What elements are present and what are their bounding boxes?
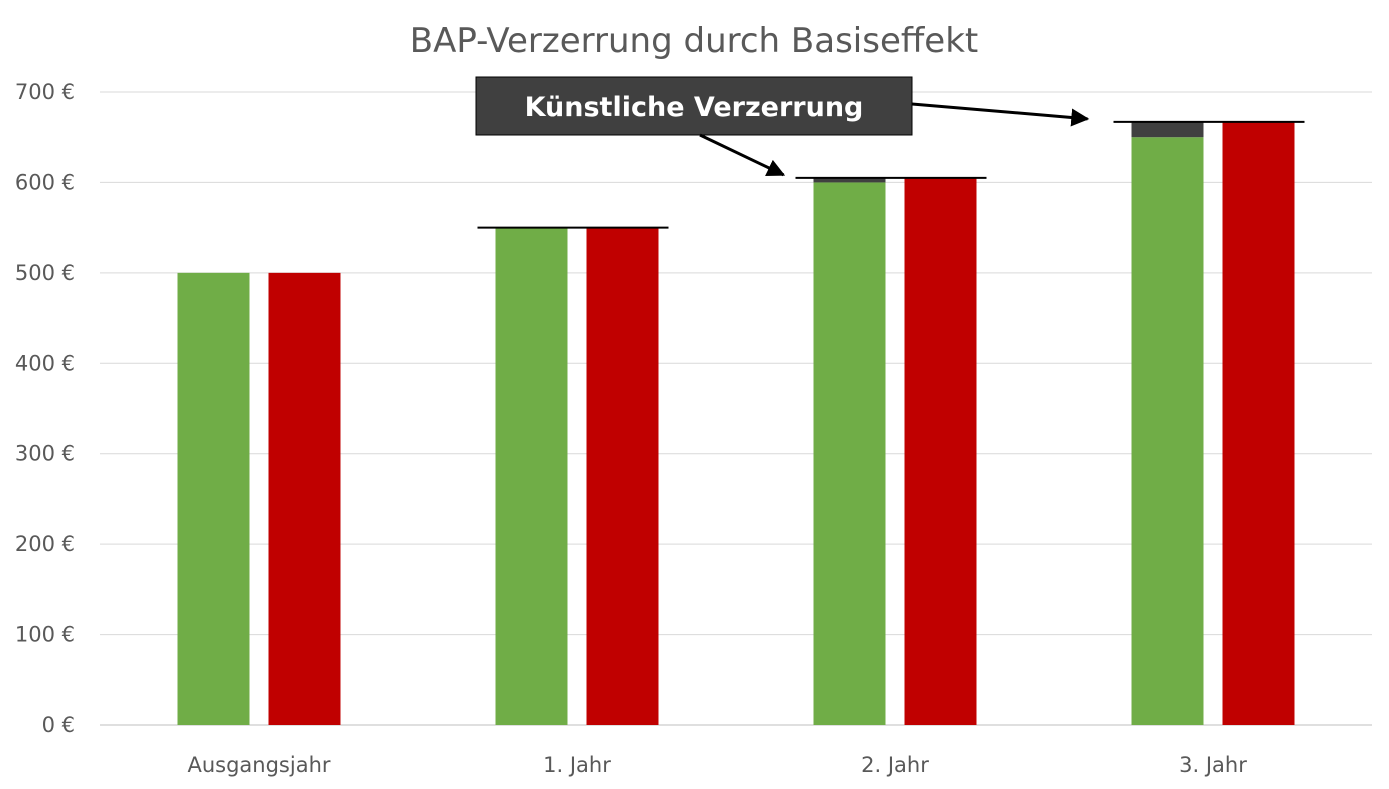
chart-title: BAP-Verzerrung durch Basiseffekt (410, 21, 978, 61)
y-tick-label: 600 € (15, 170, 75, 194)
x-tick-label: Ausgangsjahr (187, 753, 330, 777)
bars (177, 121, 1295, 725)
y-tick-label: 200 € (15, 532, 75, 556)
x-tick-label: 3. Jahr (1179, 753, 1247, 777)
bar-distortion-segment (813, 177, 886, 183)
bar-red (586, 227, 659, 725)
annotation-arrow (911, 102, 1090, 127)
y-tick-label: 100 € (15, 623, 75, 647)
annotation: Künstliche Verzerrung (475, 76, 1090, 177)
y-tick-label: 0 € (42, 713, 75, 737)
annotation-box (475, 76, 913, 136)
y-axis-tick-labels: 0 € 100 € 200 € 300 € 400 € 500 € 600 € 700 € (15, 80, 75, 737)
x-tick-label: 1. Jahr (543, 753, 611, 777)
bar-red (1222, 121, 1295, 725)
annotation-label: Künstliche Verzerrung (525, 92, 864, 123)
y-tick-label: 700 € (15, 80, 75, 104)
bar-green (177, 272, 250, 725)
x-tick-label: 2. Jahr (861, 753, 929, 777)
x-axis-tick-labels: Ausgangsjahr 1. Jahr 2. Jahr 3. Jahr (187, 753, 1247, 777)
bar-green (1131, 137, 1204, 725)
y-tick-label: 400 € (15, 351, 75, 375)
annotation-arrow (699, 133, 786, 177)
reference-lines (477, 120, 1305, 229)
bar-distortion-segment (1131, 121, 1204, 138)
bar-red (268, 272, 341, 725)
bar-red (904, 177, 977, 725)
bar-green (495, 227, 568, 725)
bar-green (813, 182, 886, 725)
y-tick-label: 300 € (15, 442, 75, 466)
y-tick-label: 500 € (15, 261, 75, 285)
